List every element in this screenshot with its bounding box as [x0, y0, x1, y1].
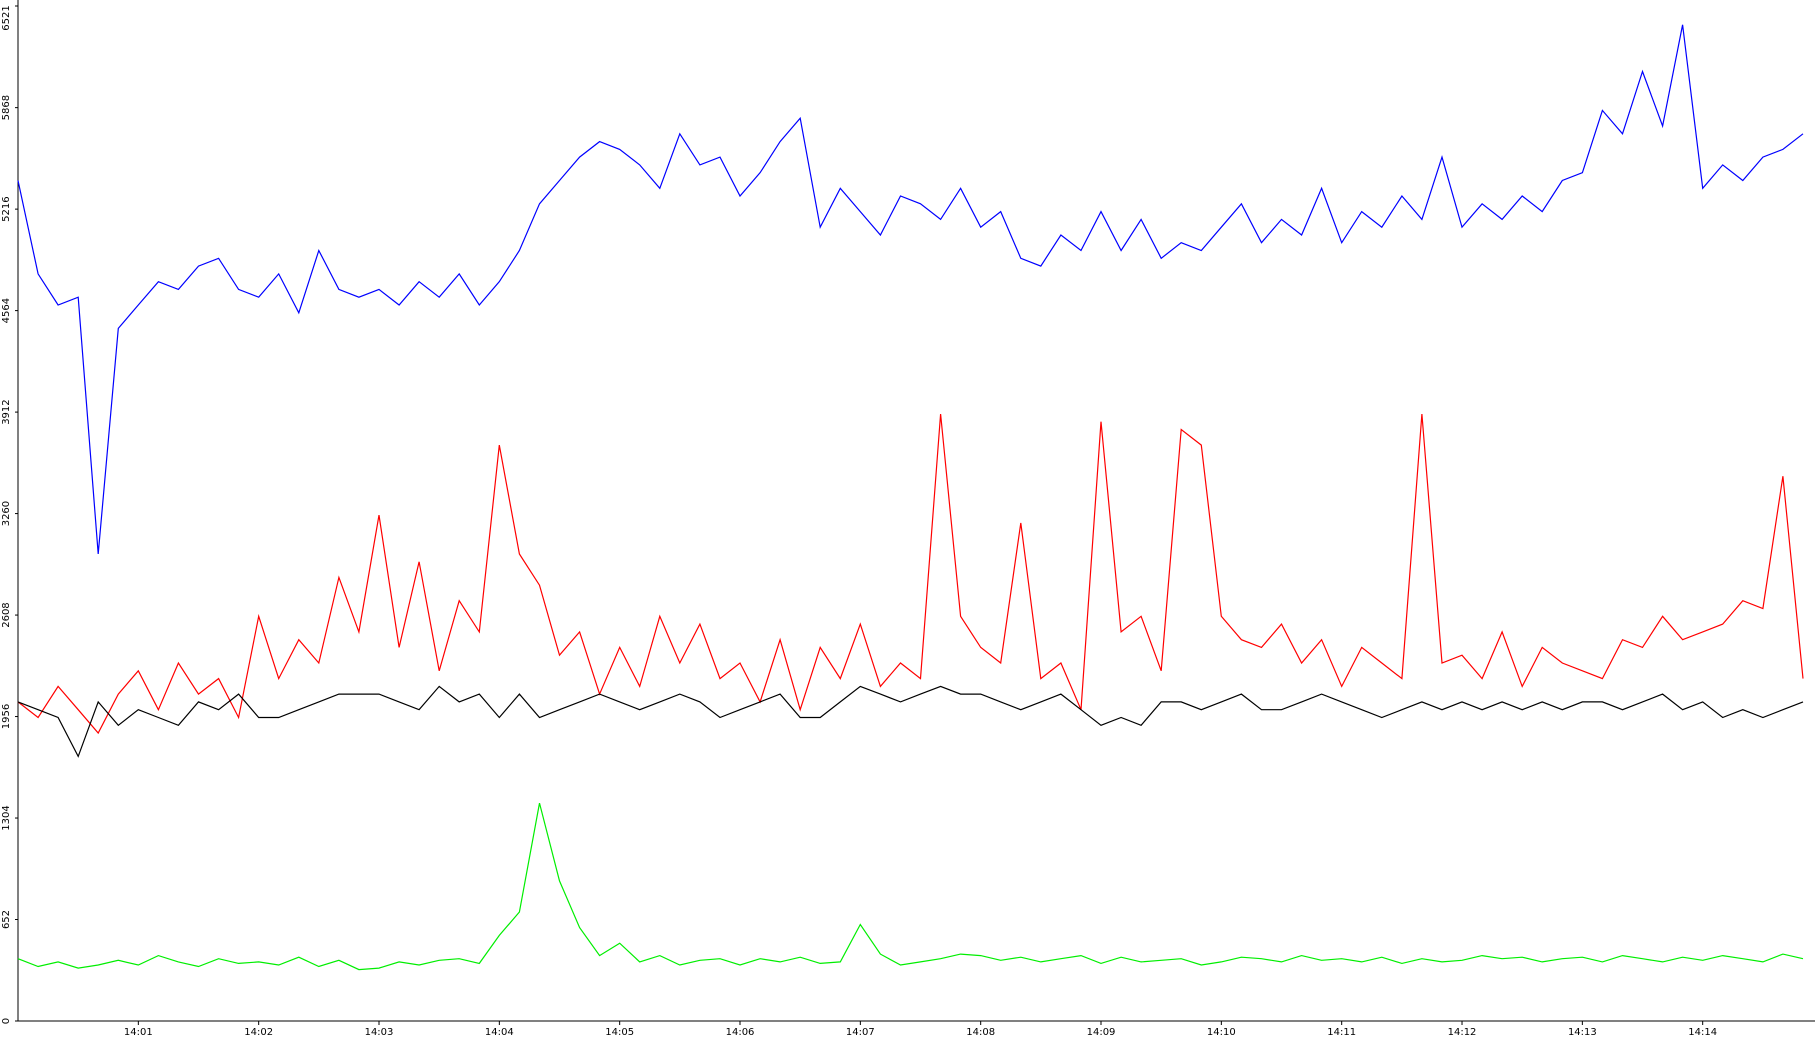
x-tick-label: 14:04 [485, 1027, 514, 1038]
x-tick-label: 14:13 [1568, 1027, 1597, 1038]
y-tick-label: 4564 [1, 298, 12, 323]
y-tick-label: 0 [1, 1018, 12, 1024]
y-tick-label: 1956 [1, 704, 12, 729]
series-line [17, 413, 1804, 735]
y-tick-label: 3260 [1, 501, 12, 526]
series-line [17, 802, 1804, 971]
series-line [17, 24, 1804, 555]
x-tick-label: 14:08 [966, 1027, 995, 1038]
x-tick-label: 14:01 [124, 1027, 153, 1038]
x-tick-label: 14:14 [1688, 1027, 1717, 1038]
y-tick-label: 5216 [1, 196, 12, 221]
series-line [17, 685, 1804, 758]
y-tick-label: 3912 [1, 399, 12, 424]
y-tick-label: 6521 [1, 5, 12, 30]
x-tick-label: 14:02 [244, 1027, 273, 1038]
y-tick-label: 652 [1, 910, 12, 929]
x-tick-label: 14:06 [726, 1027, 755, 1038]
y-tick-label: 2608 [1, 602, 12, 627]
x-tick-label: 14:03 [365, 1027, 394, 1038]
x-tick-label: 14:11 [1327, 1027, 1356, 1038]
y-tick-label: 5868 [1, 95, 12, 120]
x-tick-label: 14:09 [1087, 1027, 1116, 1038]
y-tick-label: 1304 [1, 805, 12, 830]
x-tick-label: 14:07 [846, 1027, 875, 1038]
x-tick-label: 14:10 [1207, 1027, 1236, 1038]
x-tick-label: 14:12 [1448, 1027, 1477, 1038]
x-tick-label: 14:05 [605, 1027, 634, 1038]
